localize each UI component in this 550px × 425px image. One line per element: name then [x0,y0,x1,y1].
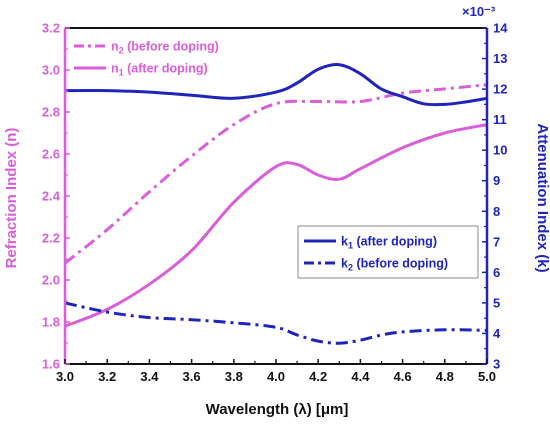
legend-n2-label: n2 (before doping) [111,40,219,56]
y-left-tick-label: 2.0 [42,273,60,288]
y-right-tick-label: 3 [493,357,500,372]
x-tick-label: 4.6 [394,369,412,384]
y-right-tick-label: 4 [493,326,501,341]
y-left-tick-label: 3.2 [42,21,60,36]
y-left-tick-label: 1.6 [42,357,60,372]
y-axis-right-title: Attenuation Index (k) [534,123,550,272]
x-tick-label: 4.2 [309,369,327,384]
y-left-tick-label: 2.6 [42,147,60,162]
y-left-tick-label: 2.2 [42,231,60,246]
x-tick-label: 4.4 [351,369,370,384]
y-right-tick-label: 9 [493,173,500,188]
y-right-tick-label: 10 [493,143,507,158]
x-tick-label: 3.0 [56,369,74,384]
y-right-tick-label: 13 [493,51,507,66]
y-left-tick-label: 3.0 [42,63,60,78]
y-left-tick-label: 2.8 [42,105,60,120]
x-axis-title: Wavelength (λ) [μm] [206,401,349,418]
series-line-3 [64,63,488,107]
series-line-1 [64,83,488,265]
legend-k-box [297,225,479,279]
legend-k2-label: k2 (before doping) [341,257,448,273]
y-axis-left-title: Refraction Index (n) [3,128,20,269]
y-left-tick-label: 2.4 [42,189,61,204]
y-right-tick-label: 11 [493,112,507,127]
x-tick-label: 4.8 [436,369,454,384]
x-tick-label: 3.4 [140,369,159,384]
y-right-tick-label: 5 [493,295,500,310]
series-line-4 [64,301,488,345]
y-right-tick-label: 7 [493,234,500,249]
x-tick-label: 3.6 [183,369,201,384]
legend-k1-label: k1 (after doping) [341,235,437,251]
x-tick-label: 3.8 [225,369,243,384]
x-tick-label: 3.2 [98,369,116,384]
y-right-tick-label: 12 [493,82,507,97]
series-line-2 [64,123,488,328]
y-right-tick-label: 14 [493,21,508,36]
x-tick-label: 5.0 [478,369,496,384]
right-axis-multiplier: ×10⁻³ [462,4,496,19]
y-right-tick-label: 8 [493,204,500,219]
legend-n1-label: n1 (after doping) [111,62,208,78]
y-right-tick-label: 6 [493,265,500,280]
x-tick-label: 4.0 [267,369,285,384]
y-left-tick-label: 1.8 [42,315,60,330]
